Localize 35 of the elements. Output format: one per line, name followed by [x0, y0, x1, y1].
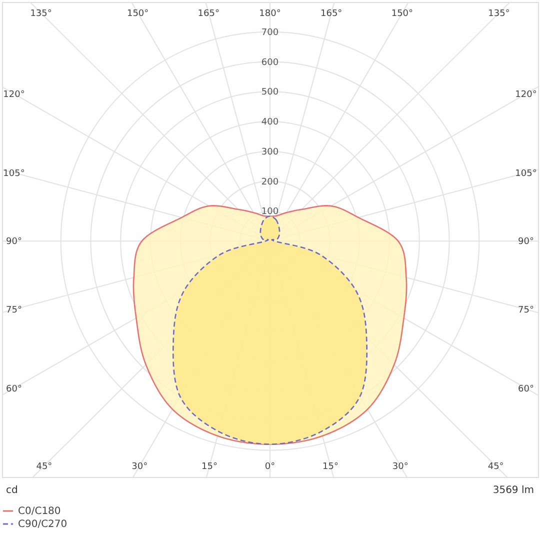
spoke-label: 120° [515, 90, 537, 100]
spoke-label: 90° [518, 237, 534, 248]
spoke-label: 105° [515, 168, 537, 179]
legend-label: C0/C180 [18, 506, 61, 517]
y-tick-label: 100 [261, 207, 279, 218]
spoke-label: 180° [259, 9, 281, 20]
spoke-label: 165° [198, 9, 220, 20]
spoke-label: 135° [488, 9, 510, 20]
spoke-label: 60° [518, 384, 534, 394]
spoke-label: 75° [518, 305, 534, 316]
y-tick-label: 200 [261, 177, 279, 188]
y-tick-label: 700 [261, 28, 279, 38]
spoke-label: 30° [392, 462, 408, 472]
y-tick-label: 600 [261, 58, 279, 68]
spoke-label: 75° [6, 305, 22, 316]
spoke-label: 45° [488, 462, 504, 472]
spoke-label: 0° [264, 462, 276, 472]
spoke-label: 105° [3, 168, 25, 179]
spoke-label: 150° [391, 9, 414, 20]
legend-label: C90/C270 [18, 519, 68, 530]
spoke-label: 165° [320, 9, 342, 20]
spoke-label: 60° [6, 384, 22, 394]
spoke-label: 15° [322, 462, 338, 472]
spoke-label: 15° [202, 462, 218, 472]
spoke-label: 30° [132, 462, 148, 472]
spoke-label: 90° [6, 237, 22, 248]
y-tick-label: 400 [261, 118, 279, 128]
text: 3569 lm [492, 485, 534, 496]
spoke-label: 150° [126, 9, 149, 20]
spoke-label: 45° [36, 462, 52, 472]
y-tick-label: 500 [261, 88, 279, 98]
text: cd [6, 485, 18, 496]
y-tick-label: 300 [261, 147, 279, 158]
spoke-label: 120° [3, 90, 25, 100]
spoke-label: 135° [30, 9, 52, 20]
